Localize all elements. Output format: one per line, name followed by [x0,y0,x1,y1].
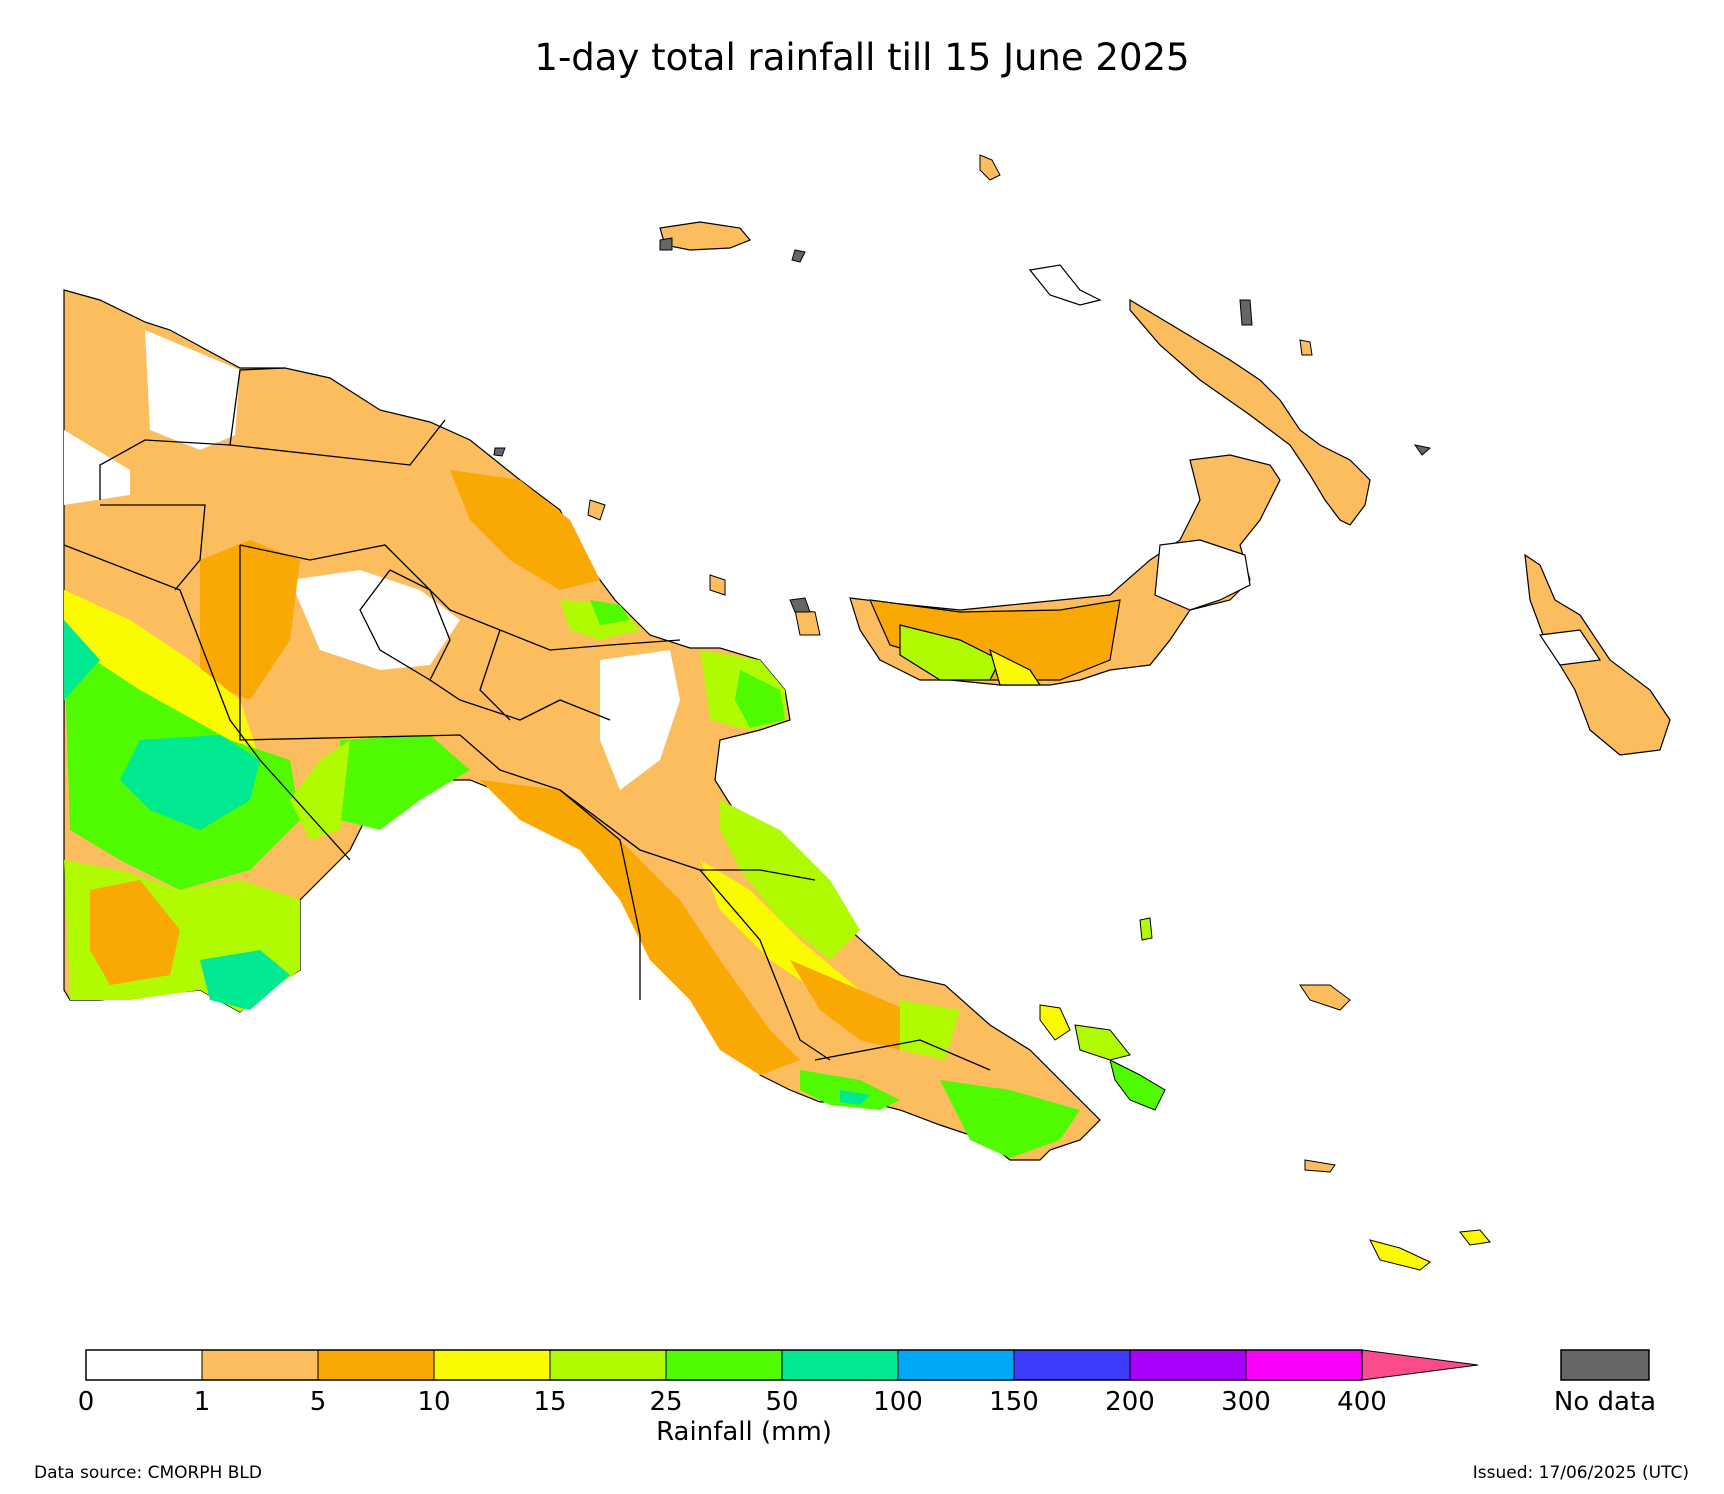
green-southeast [940,1080,1080,1158]
new-ireland [1028,264,1371,526]
colorbar-segment [85,1349,203,1381]
colorbar-tick-label: 15 [533,1387,566,1417]
colorbar-tick-label: 100 [873,1387,923,1417]
colorbar-tick-label: 50 [765,1387,798,1417]
province-boundaries [63,367,991,1071]
bougainville [1524,553,1671,756]
colorbar-segment [665,1349,783,1381]
colorbar-tick-label: 0 [78,1387,95,1417]
new-britain-lime [899,624,1001,681]
colorbar-axis-label: Rainfall (mm) [656,1417,832,1447]
colorbar-tick-label: 400 [1337,1387,1387,1417]
green-south-coast [800,1070,900,1110]
rain-shading-mainland [64,330,1080,1158]
colorbar-tick-label: 10 [417,1387,450,1417]
orange-southwest [90,880,180,985]
map-title: 1-day total rainfall till 15 June 2025 [534,36,1190,79]
colorbar-segment [433,1349,551,1381]
teal-west-edge [64,620,100,700]
colorbar-segment [201,1349,319,1381]
colorbar-segment [897,1349,1015,1381]
colorbar-frame [85,1349,1363,1381]
new-britain-dry-east [1154,539,1251,611]
dry-white-north [145,330,240,450]
colorbar-segment [781,1349,899,1381]
yellow-east-coast [700,860,860,1000]
new-britain-yellow [989,648,1042,686]
colorbar-segment [1013,1349,1131,1381]
teal-southwest [200,950,290,1010]
nodata-swatch [1560,1349,1650,1381]
colorbar-tick-label: 150 [989,1387,1039,1417]
teal-west-core [120,735,260,830]
nodata-label: No data [1554,1387,1656,1417]
colorbar-segment [549,1349,667,1381]
lime-milne-bay [900,1000,960,1060]
orange-papuan-peninsula [480,780,800,1075]
lime-east-coast [720,800,860,960]
data-source-note: Data source: CMORPH BLD [34,1463,262,1483]
colorbar-tick-label: 200 [1105,1387,1155,1417]
colorbar-segment [1129,1349,1247,1381]
green-north-coast [590,600,630,625]
colorbar-tick-label: 300 [1221,1387,1271,1417]
new-britain [849,454,1281,686]
dry-white-madang [600,650,680,790]
colorbar-tick-label: 5 [310,1387,327,1417]
colorbar-segment [317,1349,435,1381]
lime-gulf [290,740,350,840]
colorbar-tick-label: 25 [649,1387,682,1417]
small-islands [493,154,1491,1271]
teal-south-coast [840,1090,870,1105]
dry-white-west [64,430,130,505]
orange-highlands [200,540,300,700]
issued-date: Issued: 17/06/2025 (UTC) [1472,1463,1689,1483]
dry-white-center [290,570,460,670]
orange-north-inner [450,470,600,590]
colorbar-segment [1245,1349,1363,1381]
colorbar-extend-arrow [1361,1349,1479,1381]
orange-milne-bay [790,960,930,1050]
colorbar-tick-label: 1 [194,1387,211,1417]
green-gulf [340,735,470,830]
green-huon [735,670,785,728]
